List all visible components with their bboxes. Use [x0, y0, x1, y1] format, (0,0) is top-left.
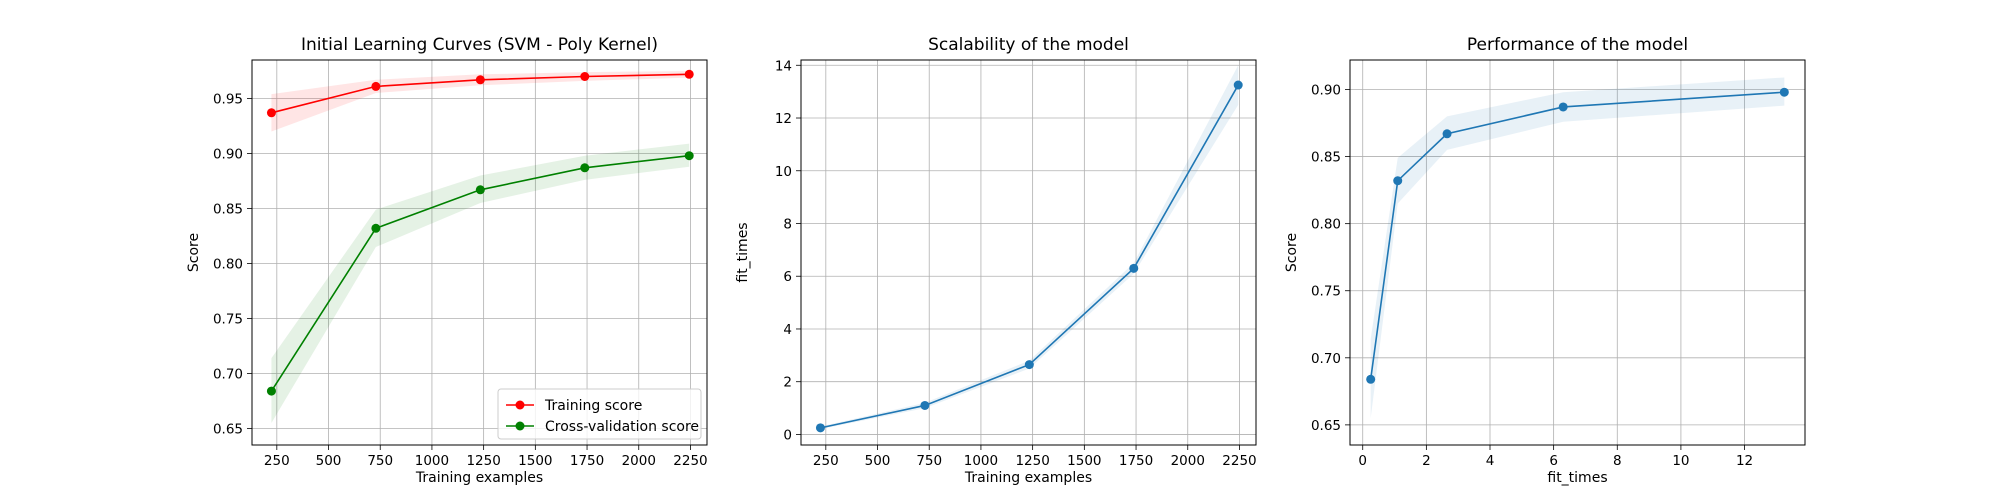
series-3-1-point — [1442, 129, 1452, 139]
x-tick-label: 10 — [1672, 453, 1689, 469]
y-tick-label: 0.80 — [1311, 217, 1341, 233]
series-3-1-point — [1393, 176, 1403, 186]
y-tick-label: 8 — [783, 216, 792, 232]
x-axis-label-2: Training examples — [964, 470, 1092, 486]
x-tick-label: 12 — [1736, 453, 1753, 469]
chart-title-1: Initial Learning Curves (SVM - Poly Kern… — [301, 35, 658, 55]
axes-frame-2 — [800, 59, 1257, 446]
x-tick-label: 1250 — [1015, 453, 1049, 469]
ticks-2: 250 500 750 1000 1250 1500 1750 2000 2250 0 2 4 6 8 10… — [775, 58, 1257, 469]
x-tick-label: 1750 — [1119, 453, 1153, 469]
x-tick-label: 750 — [367, 453, 393, 469]
legend-marker-training — [515, 400, 525, 410]
x-axis-label-1: Training examples — [415, 470, 543, 486]
axes-frame-1 — [251, 59, 708, 446]
legend-label-training: Training score — [544, 398, 642, 414]
x-tick-label: 2 — [1422, 453, 1431, 469]
series-1-1-point — [475, 75, 485, 85]
y-tick-label: 2 — [783, 375, 792, 391]
x-axis-label-3: fit_times — [1547, 470, 1607, 486]
legend-marker-cv — [515, 421, 525, 431]
y-axis-label-3: Score — [1284, 233, 1300, 272]
x-tick-label: 250 — [813, 453, 839, 469]
x-tick-label: 2250 — [1222, 453, 1256, 469]
y-tick-label: 0.80 — [213, 257, 243, 273]
learning-curve-panel: 250 500 750 1000 1250 1500 1750 2000 2250 0.65 0.7… — [186, 35, 708, 486]
x-tick-label: 750 — [916, 453, 942, 469]
x-tick-label: 500 — [316, 453, 342, 469]
y-tick-label: 4 — [783, 322, 792, 338]
x-tick-label: 1000 — [964, 453, 998, 469]
x-tick-label: 1250 — [466, 453, 500, 469]
points-1 — [266, 69, 694, 396]
series-1-2-point — [266, 386, 276, 396]
ticks-3: 0 2 4 6 8 10 12 0.65 0.70 0.75 0.80 0.85 0.90 — [1311, 83, 1753, 469]
x-tick-label: 1500 — [1067, 453, 1101, 469]
x-tick-label: 8 — [1613, 453, 1622, 469]
series-1-2-band — [271, 143, 690, 423]
x-tick-label: 0 — [1358, 453, 1367, 469]
x-tick-label: 250 — [264, 453, 290, 469]
series-1-1-point — [266, 108, 276, 118]
x-tick-label: 1500 — [518, 453, 552, 469]
y-tick-label: 12 — [775, 111, 792, 127]
series-1-1-point — [580, 72, 590, 81]
y-tick-label: 14 — [775, 58, 792, 74]
series-3-1-point — [1558, 102, 1568, 112]
y-tick-label: 0.70 — [213, 367, 243, 383]
scalability-panel: 250 500 750 1000 1250 1500 1750 2000 2250 0 2 4 6 8 10… — [735, 35, 1257, 486]
x-tick-label: 1000 — [415, 453, 449, 469]
series-2-1-point — [1024, 360, 1034, 370]
x-tick-label: 2250 — [673, 453, 707, 469]
series-1-1-point — [684, 69, 694, 79]
y-axis-label-2: fit_times — [735, 222, 751, 282]
series-1-2-point — [684, 151, 694, 161]
legend: Training score Cross-validation score — [497, 388, 702, 440]
x-tick-label: 1750 — [570, 453, 604, 469]
x-tick-label: 4 — [1486, 453, 1495, 469]
x-tick-label: 2000 — [1171, 453, 1205, 469]
ticks-1: 250 500 750 1000 1250 1500 1750 2000 2250 0.65 0.7… — [213, 92, 708, 470]
performance-panel: 0 2 4 6 8 10 12 0.65 0.70 0.75 0.80 0.85 0.90 Perfor… — [1284, 35, 1806, 486]
y-tick-label: 10 — [775, 164, 792, 180]
y-tick-label: 0.85 — [213, 202, 243, 218]
y-tick-label: 0.75 — [1311, 284, 1341, 300]
y-tick-label: 0.90 — [1311, 83, 1341, 99]
series-3-1-point — [1366, 374, 1376, 384]
series-2-1-point — [815, 423, 825, 433]
y-tick-label: 0.85 — [1311, 150, 1341, 166]
series-1-2-point — [580, 163, 590, 173]
series-1-1-point — [371, 81, 381, 91]
y-tick-label: 0.65 — [1311, 418, 1341, 434]
series-3-1-point — [1779, 87, 1789, 97]
legend-label-cv: Cross-validation score — [545, 419, 699, 435]
points-2 — [815, 80, 1243, 433]
series-1-2-point — [475, 185, 485, 195]
grid-2 — [801, 60, 1256, 445]
y-tick-label: 0.90 — [213, 147, 243, 163]
y-axis-label-1: Score — [186, 233, 202, 272]
axes-frame-3 — [1349, 59, 1806, 446]
series-2-1-point — [920, 400, 930, 410]
grid-3 — [1350, 60, 1805, 445]
x-tick-label: 500 — [865, 453, 891, 469]
y-tick-label: 0.65 — [213, 422, 243, 438]
series-2-1-point — [1129, 263, 1139, 273]
series-1-2-point — [371, 223, 381, 233]
x-tick-label: 2000 — [622, 453, 656, 469]
series-2-1-point — [1233, 80, 1243, 90]
chart-title-2: Scalability of the model — [928, 35, 1129, 55]
y-tick-label: 6 — [783, 269, 792, 285]
points-3 — [1366, 87, 1789, 384]
chart-title-3: Performance of the model — [1467, 35, 1688, 55]
legend-box — [497, 388, 702, 440]
y-tick-label: 0.95 — [213, 92, 243, 108]
y-tick-label: 0 — [783, 427, 792, 443]
y-tick-label: 0.70 — [1311, 351, 1341, 367]
y-tick-label: 0.75 — [213, 312, 243, 328]
x-tick-label: 6 — [1549, 453, 1558, 469]
